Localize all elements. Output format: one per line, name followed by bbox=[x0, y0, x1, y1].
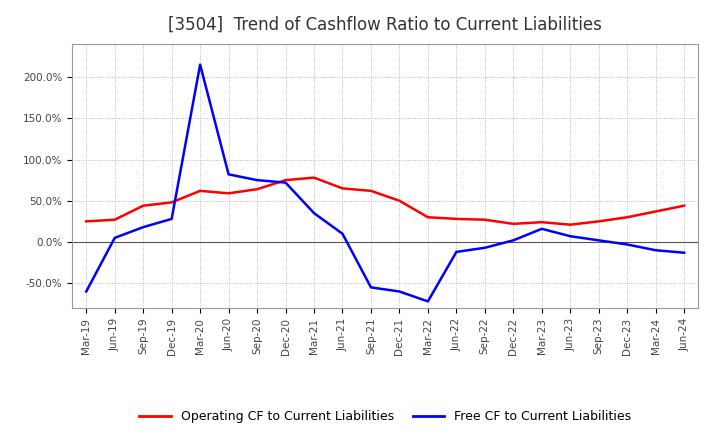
Legend: Operating CF to Current Liabilities, Free CF to Current Liabilities: Operating CF to Current Liabilities, Fre… bbox=[135, 406, 636, 429]
Title: [3504]  Trend of Cashflow Ratio to Current Liabilities: [3504] Trend of Cashflow Ratio to Curren… bbox=[168, 16, 602, 34]
